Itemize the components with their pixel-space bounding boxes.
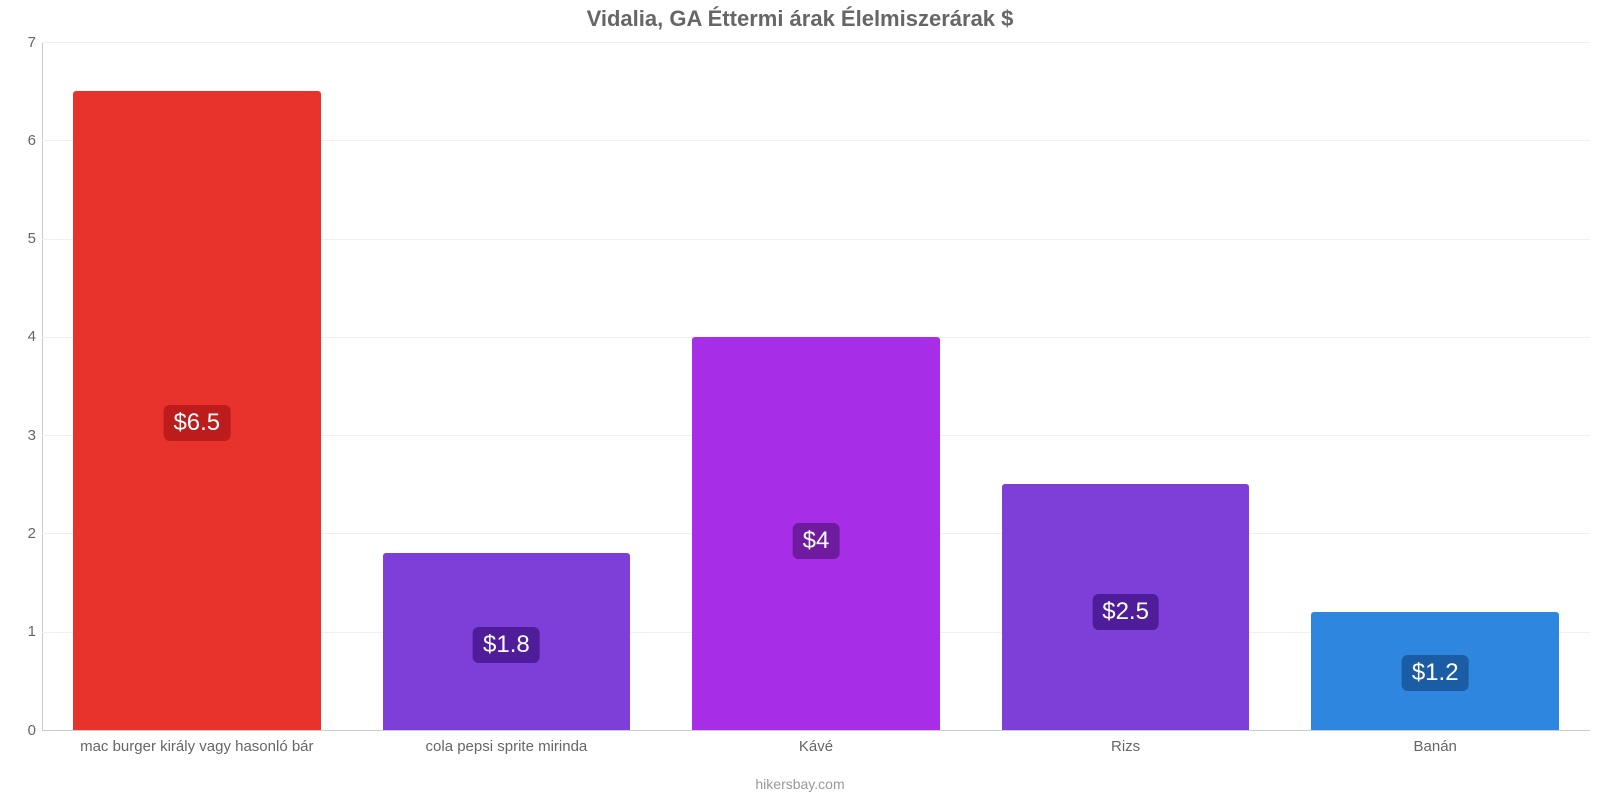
gridline	[42, 730, 1590, 731]
y-tick-label: 0	[8, 722, 36, 739]
bar-value-badge: $2.5	[1092, 594, 1159, 630]
x-tick-label: Kávé	[799, 738, 833, 755]
y-tick-label: 6	[8, 132, 36, 149]
bar-chart: Vidalia, GA Éttermi árak Élelmiszerárak …	[0, 0, 1600, 800]
y-tick-label: 3	[8, 427, 36, 444]
y-axis-line	[42, 42, 43, 730]
chart-credit: hikersbay.com	[0, 776, 1600, 792]
x-tick-label: cola pepsi sprite mirinda	[426, 738, 588, 755]
bar-value-badge: $1.2	[1402, 655, 1469, 691]
bar-value-badge: $1.8	[473, 627, 540, 663]
y-tick-label: 7	[8, 34, 36, 51]
bar-value-badge: $6.5	[163, 405, 230, 441]
gridline	[42, 42, 1590, 43]
y-tick-label: 5	[8, 230, 36, 247]
plot-area: 01234567$6.5mac burger király vagy hason…	[42, 42, 1590, 730]
chart-title: Vidalia, GA Éttermi árak Élelmiszerárak …	[0, 6, 1600, 32]
y-tick-label: 2	[8, 525, 36, 542]
bar-value-badge: $4	[793, 523, 840, 559]
x-tick-label: mac burger király vagy hasonló bár	[80, 738, 313, 755]
x-tick-label: Rizs	[1111, 738, 1140, 755]
x-tick-label: Banán	[1414, 738, 1457, 755]
y-tick-label: 1	[8, 623, 36, 640]
y-tick-label: 4	[8, 328, 36, 345]
